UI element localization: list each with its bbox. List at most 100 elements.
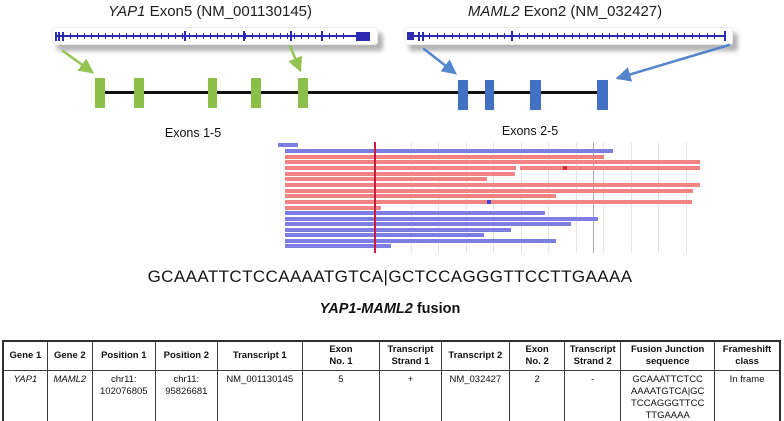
exon-tick — [70, 32, 71, 39]
exon-tick — [534, 32, 535, 39]
exon-tick — [203, 32, 204, 39]
exon-tick — [133, 32, 134, 39]
exon-tick — [564, 32, 565, 39]
cell-transcript-2: NM_032427 — [440, 370, 511, 421]
header-transcript-strand-2: Transcript Strand 2 — [564, 340, 622, 371]
exon-tick — [466, 32, 468, 39]
exon-tick — [579, 32, 580, 39]
cell-position-2: chr11: 95826681 — [154, 370, 218, 421]
header-exon-no-2: Exon No. 2 — [509, 340, 566, 371]
exon-tick — [444, 32, 445, 39]
maml2-exon-box — [597, 80, 608, 110]
maml2-exon-box — [458, 80, 468, 110]
yap1-exon-box — [298, 78, 308, 108]
exon-tick-thick — [58, 31, 60, 41]
cell-gene-2: MAML2 — [46, 370, 93, 421]
exon-tick — [168, 32, 169, 39]
exon-tick — [684, 32, 685, 39]
yap1-gene-name: YAP1 — [107, 3, 146, 20]
exon-tick — [98, 32, 99, 39]
exon-tick — [336, 32, 337, 39]
fusion-junction-sequence-text: GCAAATTCTCCAAAATGTCA|GCTCCAGGGTTCCTTGAAA… — [147, 267, 633, 286]
exon-tick — [182, 32, 183, 39]
yap1-exons-label: Exons 1-5 — [164, 126, 222, 140]
exon-tick-thick — [55, 31, 57, 41]
yap1-exon-arrow-right — [288, 44, 303, 73]
read-bar-blue — [278, 143, 298, 148]
exon-tick — [639, 32, 640, 39]
exon-tick-tall — [321, 31, 323, 41]
exon-tick — [706, 32, 708, 39]
exon-tick — [105, 32, 106, 39]
exon-tick — [699, 32, 700, 39]
header-transcript-strand-1: Transcript Strand 1 — [379, 340, 442, 371]
exon-tick — [301, 32, 302, 39]
exon-tick — [175, 32, 176, 39]
maml2-exons-label: Exons 2-5 — [501, 124, 559, 138]
exon-tick — [154, 32, 155, 39]
read-bar-blue — [285, 211, 545, 216]
fusion-annotation-table: Gene 1 Gene 2 Position 1 Position 2 Transcri… — [2, 340, 781, 421]
fusion-gene-pair: YAP1-MAML2 — [319, 301, 413, 317]
yap1-exon-box — [251, 78, 261, 108]
exon-tick — [294, 32, 295, 39]
exon-tick — [669, 32, 670, 39]
exon-tick — [77, 32, 78, 39]
exon-tick-thick — [62, 31, 64, 41]
yap1-title-rest: Exon5 (NM_001130145) — [145, 3, 313, 20]
read-bar-red — [285, 189, 693, 194]
pileup-gridline-dark — [593, 142, 594, 253]
last-exon-box — [356, 31, 370, 41]
read-bar-red — [285, 172, 515, 177]
cell-frameshift-class: In frame — [714, 370, 781, 421]
yap1-transcript-track — [52, 27, 378, 45]
exon-tick — [429, 32, 430, 39]
exon-tick-thick — [418, 31, 420, 41]
read-bar-red — [285, 160, 700, 165]
exon-tick-thick — [422, 31, 424, 41]
transcript-line — [57, 35, 369, 37]
header-fusion-junction-sequence: Fusion Junction sequence — [620, 340, 716, 371]
yap1-exon-box — [134, 78, 144, 108]
header-frameshift-class: Frameshift class — [714, 340, 781, 371]
exon-tick — [266, 32, 267, 39]
exon-tick — [84, 32, 85, 39]
yap1-exon-box — [95, 78, 105, 108]
yap1-exon5-title: YAP1 Exon5 (NM_001130145) — [65, 3, 355, 20]
maml2-transcript-track — [404, 27, 733, 45]
exon-tick — [273, 32, 274, 39]
maml2-gene-name: MAML2 — [467, 3, 520, 20]
exon-tick — [496, 32, 498, 39]
cell-position-1: chr11: 102076805 — [91, 370, 156, 421]
exon-tick — [526, 32, 528, 39]
cell-transcript-1: NM_001130145 — [216, 370, 303, 421]
first-exon-box — [407, 32, 414, 40]
intron-connector-line — [100, 91, 603, 94]
junction-breakpoint-line — [374, 142, 376, 253]
read-bar-blue — [285, 149, 613, 154]
read-bar-blue — [285, 239, 556, 244]
fusion-table-row: YAP1 MAML2 chr11: 102076805 chr11: 95826681 NM… — [2, 370, 781, 421]
pileup-gridline — [603, 142, 604, 253]
read-bar-blue — [285, 233, 484, 238]
exon-tick — [631, 32, 633, 39]
read-bar-red — [285, 155, 604, 160]
exon-tick — [519, 32, 520, 39]
exon-tick — [224, 32, 225, 39]
maml2-exon-box — [485, 80, 494, 110]
exon-tick — [609, 32, 610, 39]
maml2-exon-arrow-left — [422, 47, 457, 75]
fusion-caption: YAP1-MAML2 fusion — [240, 301, 540, 317]
exon-tick — [586, 32, 588, 39]
exon-tick — [601, 32, 603, 39]
exon-tick — [481, 32, 483, 39]
header-position-1: Position 1 — [91, 340, 156, 371]
exon-tick — [571, 32, 573, 39]
exon-tick-tall — [184, 31, 186, 41]
exon-tick — [210, 32, 211, 39]
pileup-gridline — [685, 142, 687, 253]
exon-tick — [556, 32, 558, 39]
pileup-gridline — [575, 142, 577, 253]
exon-tick — [315, 32, 316, 39]
exon-tick — [91, 32, 92, 39]
